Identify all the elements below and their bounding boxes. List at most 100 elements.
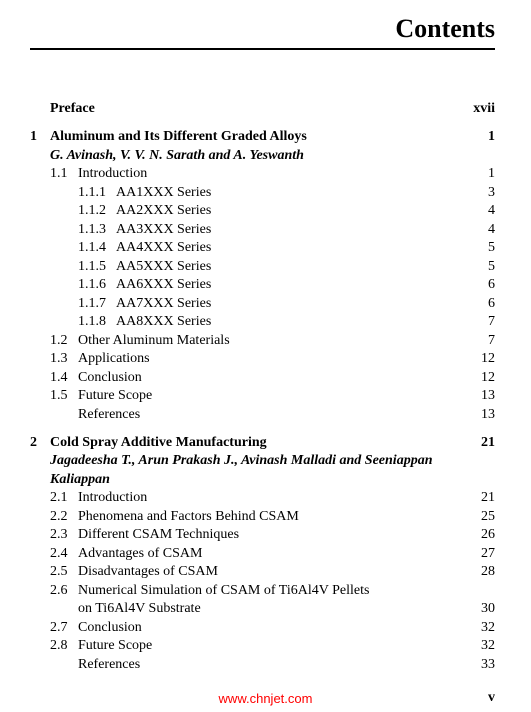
subsection-title: AA4XXX Series (116, 239, 463, 257)
section-number: 1.3 (50, 350, 78, 368)
section-page: 1 (463, 165, 495, 183)
section-number: 2.8 (50, 637, 78, 655)
section-page: 13 (463, 387, 495, 405)
section-number: 2.7 (50, 619, 78, 637)
section-title: Phenomena and Factors Behind CSAM (78, 508, 463, 526)
section-title: Future Scope (78, 637, 463, 655)
section-number: 2.4 (50, 545, 78, 563)
section-row: References33 (30, 656, 495, 674)
section-title: Disadvantages of CSAM (78, 563, 463, 581)
section-row: 2.8Future Scope32 (30, 637, 495, 655)
section-row: References13 (30, 406, 495, 424)
subsection-row: 1.1.1AA1XXX Series3 (30, 184, 495, 202)
section-row-cont: on Ti6Al4V Substrate30 (30, 600, 495, 618)
section-title-cont: on Ti6Al4V Substrate (78, 600, 463, 618)
section-number: 1.2 (50, 332, 78, 350)
section-number: 1.1 (50, 165, 78, 183)
subsection-row: 1.1.3AA3XXX Series4 (30, 221, 495, 239)
section-number (50, 406, 78, 424)
preface-page: xvii (463, 100, 495, 118)
section-row: 2.3Different CSAM Techniques26 (30, 526, 495, 544)
section-row: 2.1Introduction21 (30, 489, 495, 507)
chapter-number: 2 (30, 434, 50, 452)
section-page: 13 (463, 406, 495, 424)
section-page: 33 (463, 656, 495, 674)
subsection-page: 5 (463, 239, 495, 257)
section-row: 2.5Disadvantages of CSAM28 (30, 563, 495, 581)
subsection-row: 1.1.5AA5XXX Series5 (30, 258, 495, 276)
section-title: Applications (78, 350, 463, 368)
subsection-title: AA8XXX Series (116, 313, 463, 331)
section-row: 1.3Applications12 (30, 350, 495, 368)
section-title: Conclusion (78, 369, 463, 387)
chapter-page: 21 (463, 434, 495, 452)
subsection-row: 1.1.4AA4XXX Series5 (30, 239, 495, 257)
section-title: Different CSAM Techniques (78, 526, 463, 544)
section-page: 21 (463, 489, 495, 507)
subsection-title: AA5XXX Series (116, 258, 463, 276)
chapter-block: 1Aluminum and Its Different Graded Alloy… (30, 128, 495, 424)
section-page: 25 (463, 508, 495, 526)
subsection-title: AA6XXX Series (116, 276, 463, 294)
section-page: 28 (463, 563, 495, 581)
section-page: 12 (463, 350, 495, 368)
section-number: 2.2 (50, 508, 78, 526)
section-page: 32 (463, 619, 495, 637)
page-number: v (488, 690, 495, 706)
subsection-title: AA2XXX Series (116, 202, 463, 220)
subsection-title: AA1XXX Series (116, 184, 463, 202)
chapter-authors-row: Jagadeesha T., Arun Prakash J., Avinash … (30, 452, 495, 489)
section-title: Introduction (78, 165, 463, 183)
page-title: Contents (30, 14, 495, 44)
section-page: 27 (463, 545, 495, 563)
subsection-page: 6 (463, 295, 495, 313)
subsection-number: 1.1.8 (78, 313, 116, 331)
chapter-title-row: 1Aluminum and Its Different Graded Alloy… (30, 128, 495, 146)
contents-page: Contents Preface xvii 1Aluminum and Its … (0, 0, 531, 694)
section-row: 1.1Introduction1 (30, 165, 495, 183)
subsection-row: 1.1.8AA8XXX Series7 (30, 313, 495, 331)
section-number: 2.5 (50, 563, 78, 581)
horizontal-rule (30, 48, 495, 50)
chapter-title: Cold Spray Additive Manufacturing (50, 434, 463, 452)
section-number (50, 656, 78, 674)
chapter-page: 1 (463, 128, 495, 146)
subsection-number: 1.1.7 (78, 295, 116, 313)
subsection-title: AA7XXX Series (116, 295, 463, 313)
section-row: 2.2Phenomena and Factors Behind CSAM25 (30, 508, 495, 526)
section-title: Introduction (78, 489, 463, 507)
chapter-authors: Jagadeesha T., Arun Prakash J., Avinash … (50, 452, 463, 489)
subsection-number: 1.1.3 (78, 221, 116, 239)
subsection-row: 1.1.2AA2XXX Series4 (30, 202, 495, 220)
section-page: 12 (463, 369, 495, 387)
chapters-list: 1Aluminum and Its Different Graded Alloy… (30, 128, 495, 674)
watermark: www.chnjet.com (219, 691, 313, 706)
chapter-block: 2Cold Spray Additive Manufacturing21Jaga… (30, 434, 495, 674)
section-row: 2.7Conclusion32 (30, 619, 495, 637)
section-number: 2.6 (50, 582, 78, 600)
subsection-page: 6 (463, 276, 495, 294)
subsection-page: 7 (463, 313, 495, 331)
subsection-page: 3 (463, 184, 495, 202)
section-row: 1.4Conclusion12 (30, 369, 495, 387)
section-row: 2.4Advantages of CSAM27 (30, 545, 495, 563)
section-title: References (78, 656, 463, 674)
subsection-number: 1.1.4 (78, 239, 116, 257)
section-title: Other Aluminum Materials (78, 332, 463, 350)
section-row: 2.6Numerical Simulation of CSAM of Ti6Al… (30, 582, 495, 600)
section-title: Numerical Simulation of CSAM of Ti6Al4V … (78, 582, 463, 600)
section-number: 1.4 (50, 369, 78, 387)
preface-row: Preface xvii (30, 100, 495, 118)
section-page: 32 (463, 637, 495, 655)
subsection-number: 1.1.6 (78, 276, 116, 294)
subsection-number: 1.1.1 (78, 184, 116, 202)
section-title: Advantages of CSAM (78, 545, 463, 563)
section-title: Future Scope (78, 387, 463, 405)
section-number: 1.5 (50, 387, 78, 405)
section-page: 26 (463, 526, 495, 544)
subsection-number: 1.1.2 (78, 202, 116, 220)
subsection-row: 1.1.6AA6XXX Series6 (30, 276, 495, 294)
subsection-number: 1.1.5 (78, 258, 116, 276)
section-title: References (78, 406, 463, 424)
section-row: 1.2Other Aluminum Materials7 (30, 332, 495, 350)
